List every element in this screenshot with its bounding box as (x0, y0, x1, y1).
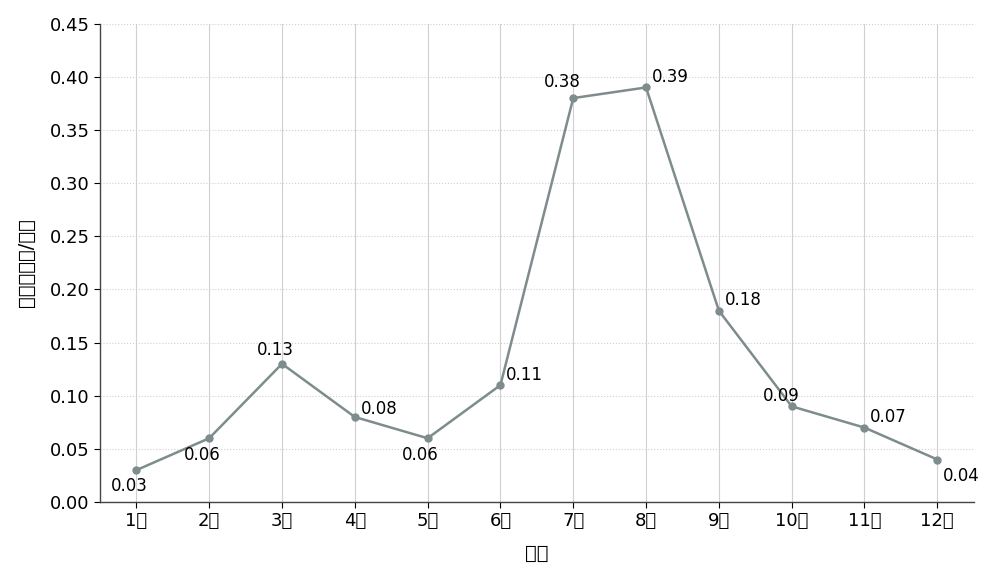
Text: 0.04: 0.04 (943, 467, 980, 485)
Text: 0.11: 0.11 (506, 366, 543, 384)
Text: 0.18: 0.18 (725, 291, 762, 309)
Text: 0.03: 0.03 (111, 477, 148, 495)
Text: 0.07: 0.07 (870, 408, 907, 426)
Text: 0.08: 0.08 (361, 400, 397, 418)
X-axis label: 月份: 月份 (525, 545, 549, 563)
Y-axis label: 生态需水量/亿方: 生态需水量/亿方 (17, 219, 36, 307)
Text: 0.06: 0.06 (184, 445, 220, 463)
Text: 0.13: 0.13 (257, 342, 294, 360)
Text: 0.38: 0.38 (544, 74, 581, 92)
Text: 0.06: 0.06 (402, 445, 439, 463)
Text: 0.39: 0.39 (652, 68, 689, 86)
Text: 0.09: 0.09 (763, 387, 799, 405)
